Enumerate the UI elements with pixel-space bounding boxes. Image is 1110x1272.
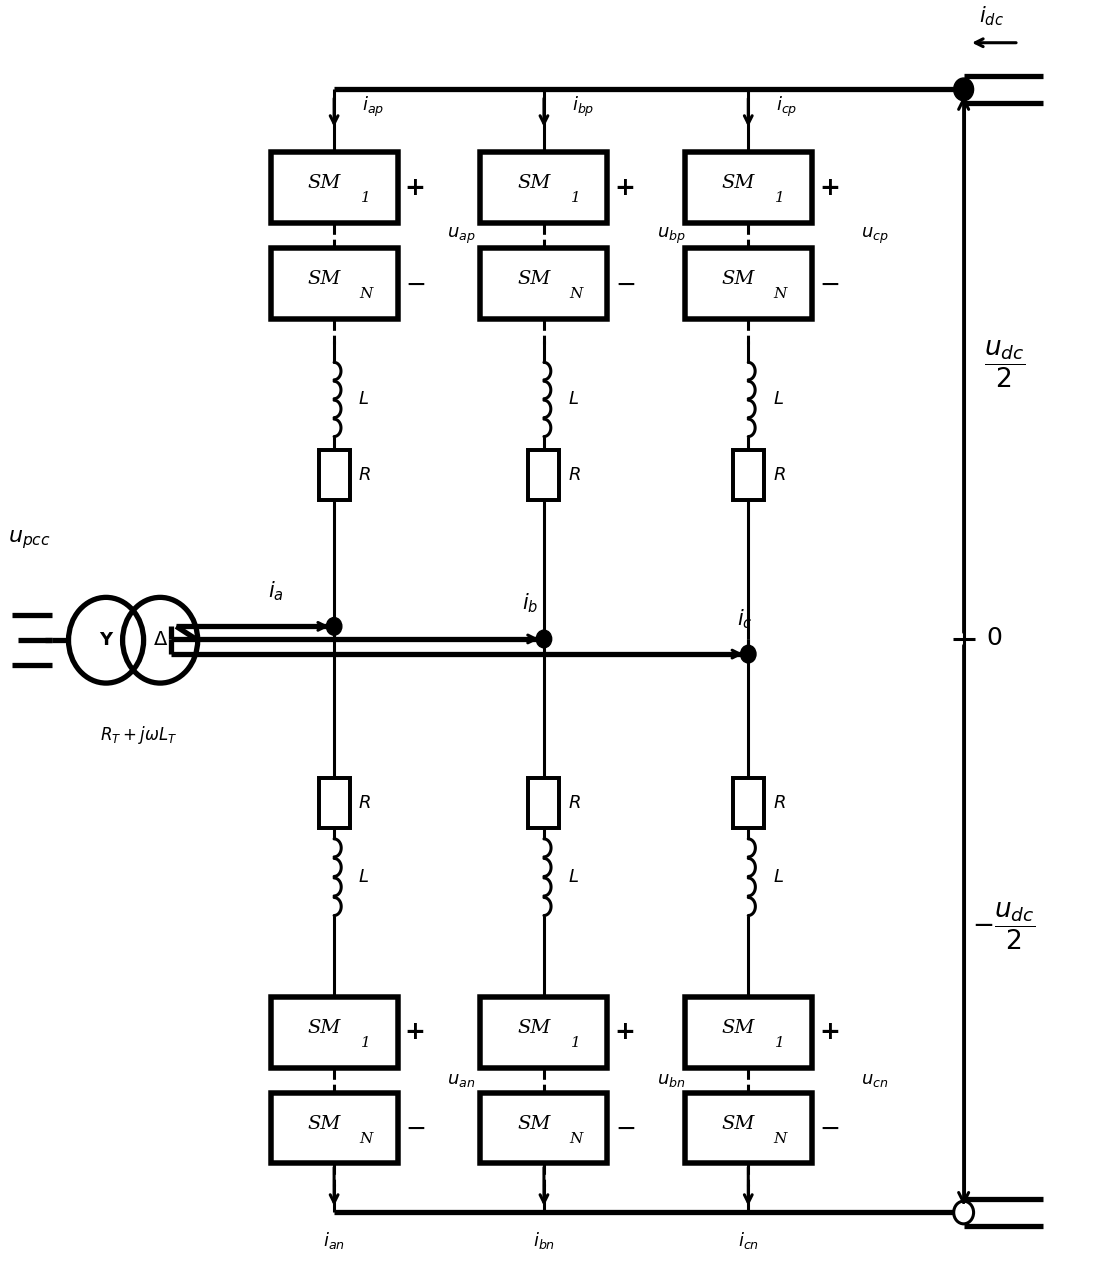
Bar — [528, 450, 559, 500]
Text: 1: 1 — [361, 1035, 371, 1049]
Text: +: + — [405, 176, 426, 200]
Circle shape — [326, 617, 342, 635]
Text: $-$: $-$ — [405, 271, 425, 295]
Text: SM: SM — [307, 174, 341, 192]
Text: SM: SM — [307, 1114, 341, 1133]
Bar — [528, 777, 559, 828]
Text: +: + — [819, 176, 840, 200]
Text: $u_{pcc}$: $u_{pcc}$ — [8, 528, 51, 551]
Text: $0$: $0$ — [986, 627, 1002, 650]
Text: $i_{bn}$: $i_{bn}$ — [533, 1230, 555, 1250]
Text: Y: Y — [100, 631, 112, 649]
Text: $i_{cp}$: $i_{cp}$ — [776, 95, 797, 120]
Bar — [685, 153, 811, 223]
Bar — [481, 153, 607, 223]
Text: $R$: $R$ — [773, 794, 786, 812]
Text: 1: 1 — [775, 1035, 785, 1049]
Bar — [685, 248, 811, 319]
Text: $u_{ap}$: $u_{ap}$ — [447, 225, 476, 245]
Text: $i_{ap}$: $i_{ap}$ — [362, 95, 384, 120]
Text: $L$: $L$ — [359, 391, 370, 408]
Text: $-$: $-$ — [819, 1116, 839, 1140]
Text: 1: 1 — [571, 1035, 581, 1049]
Text: $R$: $R$ — [359, 466, 371, 485]
Text: $i_a$: $i_a$ — [268, 579, 284, 603]
Text: +: + — [615, 1020, 636, 1044]
Text: $u_{bn}$: $u_{bn}$ — [657, 1071, 686, 1089]
Text: $R$: $R$ — [568, 466, 581, 485]
Text: N: N — [360, 287, 373, 301]
Text: SM: SM — [517, 1019, 551, 1037]
Text: $R$: $R$ — [359, 794, 371, 812]
Bar — [319, 450, 350, 500]
Circle shape — [953, 78, 973, 100]
Text: SM: SM — [722, 270, 755, 289]
Circle shape — [740, 645, 756, 663]
Bar — [733, 450, 764, 500]
Text: +: + — [405, 1020, 426, 1044]
Text: $i_{dc}$: $i_{dc}$ — [979, 5, 1003, 28]
Text: SM: SM — [307, 270, 341, 289]
Text: N: N — [569, 1132, 583, 1146]
Bar — [271, 1093, 397, 1164]
Text: SM: SM — [722, 174, 755, 192]
Text: SM: SM — [722, 1019, 755, 1037]
Text: SM: SM — [517, 270, 551, 289]
Bar — [271, 153, 397, 223]
Circle shape — [536, 630, 552, 647]
Text: $L$: $L$ — [359, 869, 370, 887]
Text: $L$: $L$ — [568, 869, 579, 887]
Bar — [685, 1093, 811, 1164]
Text: $i_b$: $i_b$ — [522, 591, 538, 616]
Text: SM: SM — [722, 1114, 755, 1133]
Bar — [481, 248, 607, 319]
Text: N: N — [360, 1132, 373, 1146]
Bar — [481, 1093, 607, 1164]
Text: +: + — [615, 176, 636, 200]
Text: 1: 1 — [571, 191, 581, 205]
Text: $-$: $-$ — [405, 1116, 425, 1140]
Bar — [271, 248, 397, 319]
Text: $i_{bp}$: $i_{bp}$ — [572, 95, 594, 120]
Text: SM: SM — [307, 1019, 341, 1037]
Text: $u_{cn}$: $u_{cn}$ — [861, 1071, 889, 1089]
Text: $i_{cn}$: $i_{cn}$ — [738, 1230, 759, 1250]
Text: $\dfrac{u_{dc}}{2}$: $\dfrac{u_{dc}}{2}$ — [983, 338, 1025, 391]
Bar — [481, 997, 607, 1067]
Bar — [733, 777, 764, 828]
Circle shape — [953, 1201, 973, 1224]
Bar — [319, 777, 350, 828]
Text: $L$: $L$ — [773, 391, 784, 408]
Text: $i_c$: $i_c$ — [737, 607, 753, 631]
Text: SM: SM — [517, 174, 551, 192]
Text: $L$: $L$ — [568, 391, 579, 408]
Text: +: + — [819, 1020, 840, 1044]
Text: $L$: $L$ — [773, 869, 784, 887]
Text: N: N — [774, 287, 787, 301]
Text: $u_{an}$: $u_{an}$ — [447, 1071, 475, 1089]
Text: $R$: $R$ — [568, 794, 581, 812]
Text: SM: SM — [517, 1114, 551, 1133]
Text: $u_{cp}$: $u_{cp}$ — [861, 225, 889, 245]
Text: $i_{an}$: $i_{an}$ — [323, 1230, 345, 1250]
Text: $u_{bp}$: $u_{bp}$ — [657, 225, 686, 245]
Bar — [271, 997, 397, 1067]
Text: $-$: $-$ — [615, 1116, 635, 1140]
Text: $-$: $-$ — [819, 271, 839, 295]
Bar — [685, 997, 811, 1067]
Text: $R_T + j\omega L_T$: $R_T + j\omega L_T$ — [100, 724, 178, 745]
Text: 1: 1 — [775, 191, 785, 205]
Text: $-$: $-$ — [615, 271, 635, 295]
Text: $-\dfrac{u_{dc}}{2}$: $-\dfrac{u_{dc}}{2}$ — [972, 899, 1036, 951]
Text: N: N — [569, 287, 583, 301]
Text: 1: 1 — [361, 191, 371, 205]
Text: N: N — [774, 1132, 787, 1146]
Text: $R$: $R$ — [773, 466, 786, 485]
Text: $\Delta$: $\Delta$ — [152, 631, 168, 649]
